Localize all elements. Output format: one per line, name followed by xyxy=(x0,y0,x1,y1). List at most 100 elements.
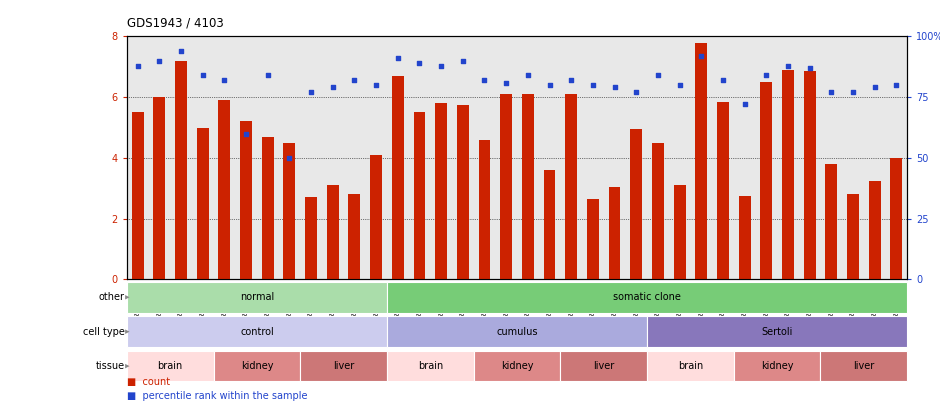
Point xyxy=(498,79,513,86)
Text: kidney: kidney xyxy=(241,361,274,371)
Bar xyxy=(630,129,642,279)
Point xyxy=(131,62,146,69)
Bar xyxy=(392,76,404,279)
Bar xyxy=(869,181,881,279)
Point xyxy=(888,82,903,88)
Text: brain: brain xyxy=(678,361,703,371)
Point xyxy=(629,89,644,96)
Bar xyxy=(804,71,816,279)
Text: tissue: tissue xyxy=(96,361,125,371)
Bar xyxy=(717,102,728,279)
Text: cell type: cell type xyxy=(83,327,125,337)
Point xyxy=(152,58,167,64)
Bar xyxy=(127,316,387,347)
Bar xyxy=(674,185,685,279)
Bar xyxy=(387,351,474,382)
Point xyxy=(564,77,579,83)
Point xyxy=(737,101,752,108)
Text: liver: liver xyxy=(333,361,354,371)
Text: GDS1943 / 4103: GDS1943 / 4103 xyxy=(127,16,224,29)
Bar xyxy=(196,128,209,279)
Text: liver: liver xyxy=(593,361,615,371)
Point xyxy=(823,89,838,96)
Text: brain: brain xyxy=(417,361,443,371)
Text: cumulus: cumulus xyxy=(496,327,538,337)
Bar xyxy=(213,351,300,382)
Bar xyxy=(349,194,360,279)
Point xyxy=(780,62,795,69)
Bar xyxy=(240,122,252,279)
Point xyxy=(196,72,211,79)
Bar xyxy=(300,351,387,382)
Bar xyxy=(647,316,907,347)
Point xyxy=(607,84,622,91)
Bar xyxy=(132,112,144,279)
Bar xyxy=(760,82,772,279)
Bar xyxy=(175,61,187,279)
Point xyxy=(759,72,774,79)
Bar xyxy=(153,97,165,279)
Point xyxy=(845,89,860,96)
Point xyxy=(260,72,275,79)
Bar xyxy=(284,143,295,279)
Point xyxy=(672,82,687,88)
Point xyxy=(477,77,492,83)
Text: Sertoli: Sertoli xyxy=(761,327,792,337)
Text: normal: normal xyxy=(240,292,274,302)
Bar xyxy=(414,112,426,279)
Bar xyxy=(647,351,734,382)
Bar xyxy=(782,70,794,279)
Text: other: other xyxy=(99,292,125,302)
Bar xyxy=(218,100,230,279)
Text: ■  count: ■ count xyxy=(127,377,170,387)
Bar xyxy=(565,94,577,279)
Point xyxy=(521,72,536,79)
Point xyxy=(174,48,189,54)
Bar xyxy=(739,196,750,279)
Point xyxy=(455,58,470,64)
Text: ■  percentile rank within the sample: ■ percentile rank within the sample xyxy=(127,391,307,401)
Bar xyxy=(327,185,338,279)
Bar xyxy=(587,199,599,279)
Bar xyxy=(652,143,664,279)
Bar xyxy=(457,105,469,279)
Bar xyxy=(821,351,907,382)
Point xyxy=(368,82,384,88)
Bar xyxy=(262,136,274,279)
Point xyxy=(586,82,601,88)
Point xyxy=(347,77,362,83)
Point xyxy=(433,62,448,69)
Point xyxy=(239,130,254,137)
Point xyxy=(650,72,666,79)
Bar xyxy=(825,164,838,279)
Text: kidney: kidney xyxy=(760,361,793,371)
Bar xyxy=(608,187,620,279)
Point xyxy=(715,77,730,83)
Bar xyxy=(387,316,647,347)
Text: liver: liver xyxy=(854,361,874,371)
Bar xyxy=(734,351,821,382)
Bar xyxy=(560,351,647,382)
Text: kidney: kidney xyxy=(501,361,533,371)
Point xyxy=(412,60,427,66)
Bar xyxy=(474,351,560,382)
Bar xyxy=(478,140,491,279)
Point xyxy=(802,65,817,71)
Point xyxy=(325,84,340,91)
Bar xyxy=(890,158,902,279)
Point xyxy=(867,84,882,91)
Bar xyxy=(847,194,859,279)
Bar xyxy=(435,103,447,279)
Point xyxy=(282,155,297,161)
Bar xyxy=(543,170,556,279)
Point xyxy=(304,89,319,96)
Bar xyxy=(696,43,707,279)
Text: somatic clone: somatic clone xyxy=(613,292,681,302)
Point xyxy=(217,77,232,83)
Bar xyxy=(127,351,213,382)
Bar xyxy=(500,94,512,279)
Bar xyxy=(306,197,317,279)
Point xyxy=(390,55,405,62)
Text: brain: brain xyxy=(158,361,183,371)
Bar xyxy=(127,282,387,313)
